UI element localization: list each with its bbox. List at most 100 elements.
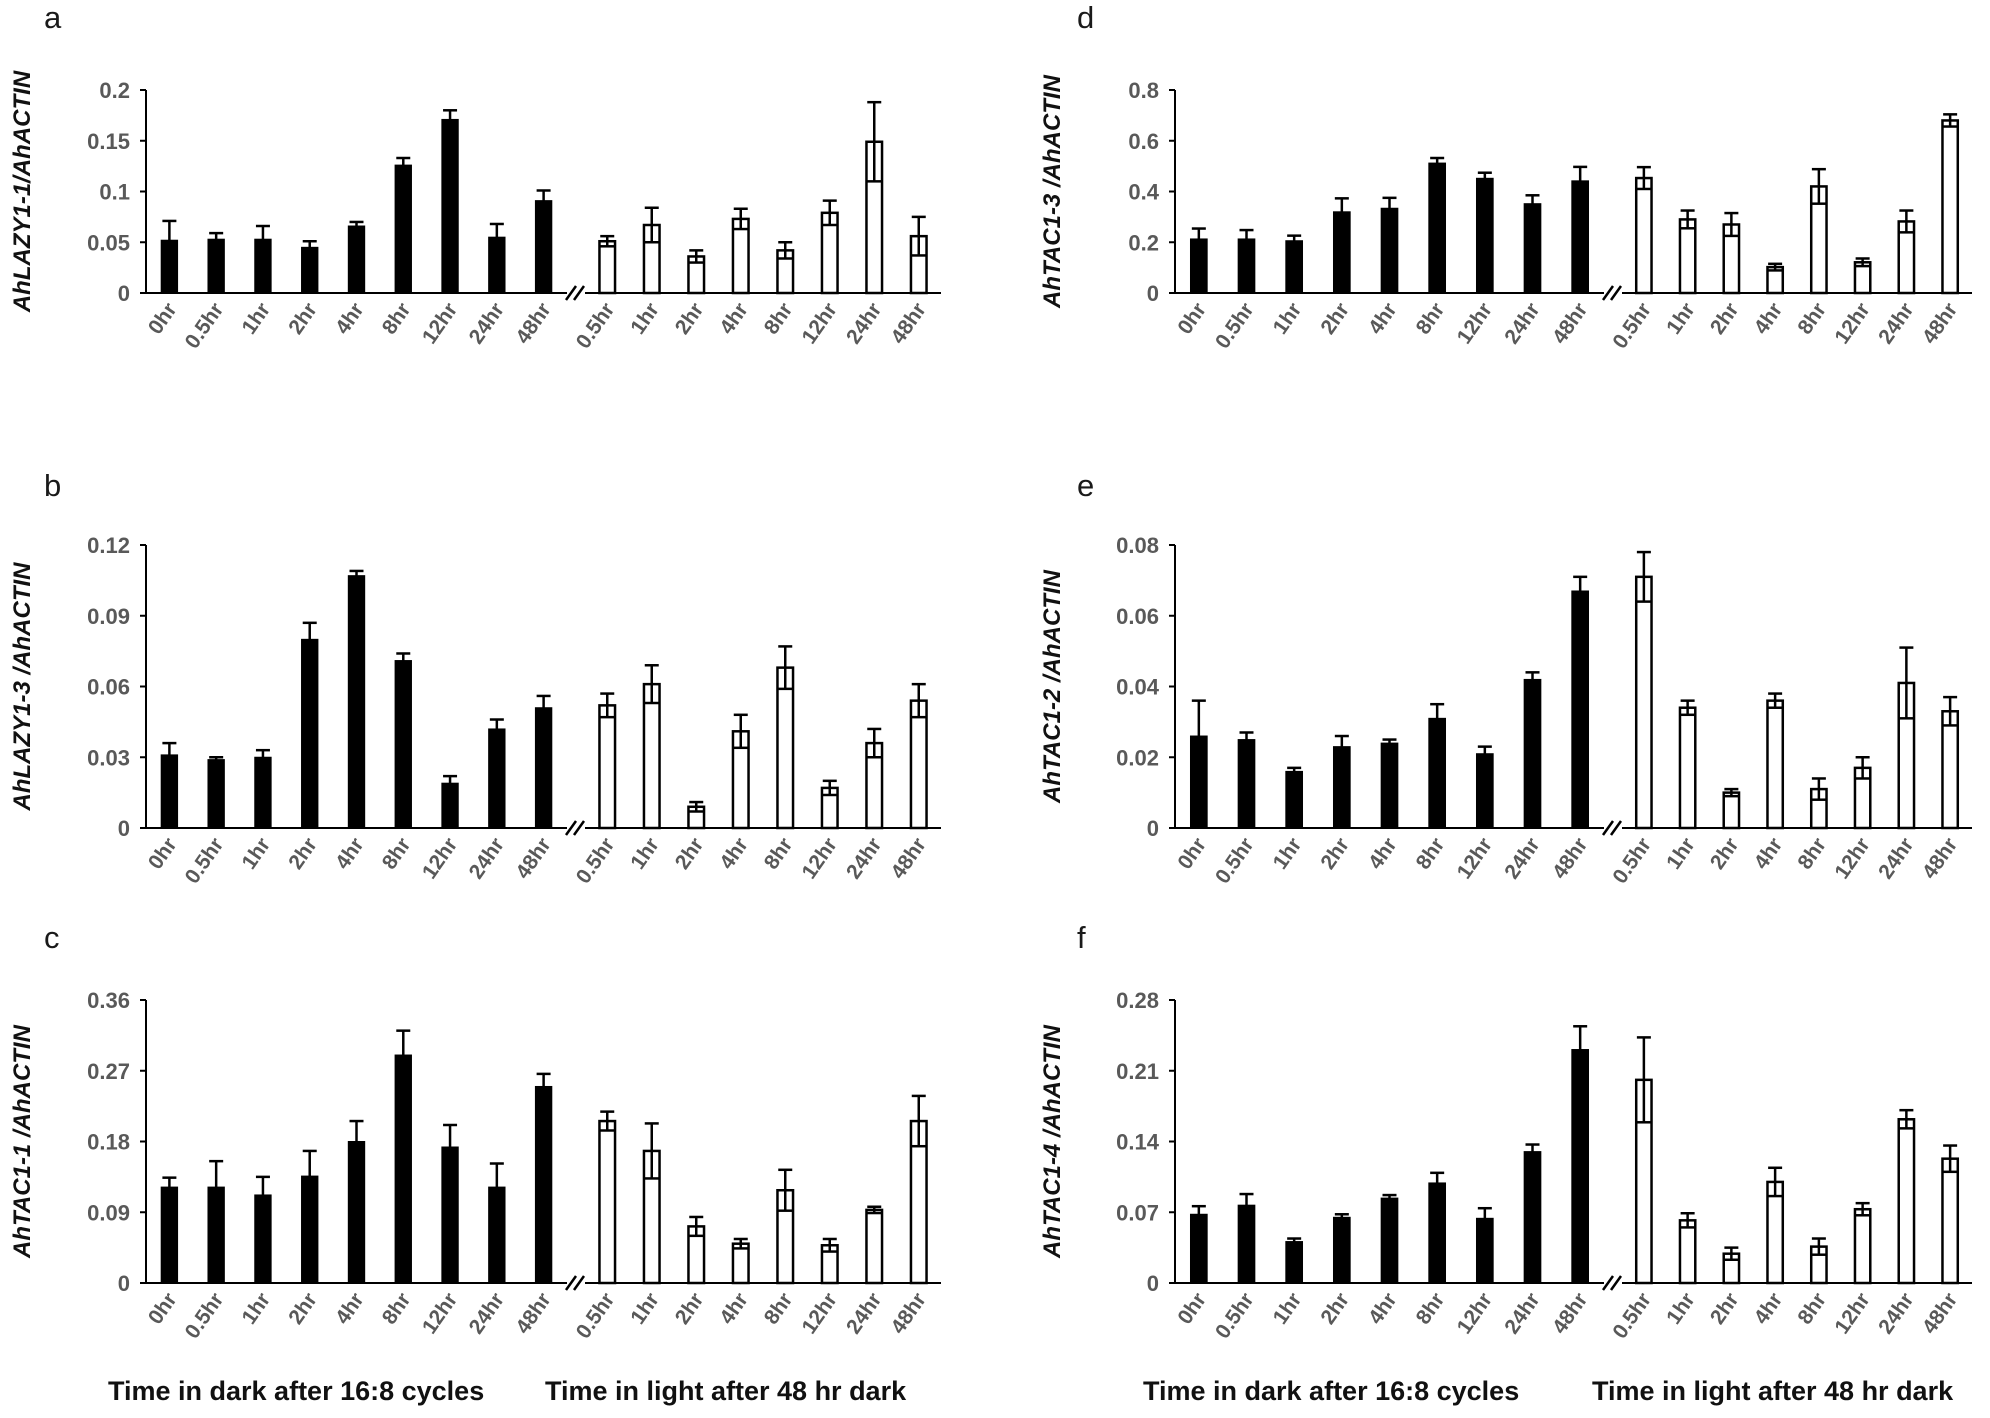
y-tick-label: 0.14 [1116,1130,1160,1155]
bar [207,1186,225,1284]
panel-letter-d: d [1077,0,1095,35]
bar [1853,1207,1872,1285]
bar [254,1194,272,1284]
y-tick-label: 0 [1147,281,1159,306]
y-tick-label: 0.08 [1116,533,1159,558]
x-tick-label: 24hr [1500,1289,1544,1339]
x-tick-label: 4hr [1750,1289,1788,1329]
axis-break-mark [564,285,578,301]
x-tick-label: 12hr [1453,1289,1497,1339]
bar [394,1054,412,1284]
y-axis-label: AhLAZY1-3 /AhACTIN [9,562,36,812]
axis-break-mark [1601,1275,1615,1291]
x-tick-label: 0.5hr [572,299,620,353]
x-tick-label: 4hr [331,299,369,339]
bar [1523,203,1542,294]
x-tick-label: 0.5hr [1211,1289,1259,1343]
bar [1189,238,1208,294]
x-tick-label: 0.5hr [181,834,229,888]
y-tick-label: 0 [1147,1271,1159,1296]
bar [1475,1217,1494,1284]
bar [1285,1241,1304,1284]
x-tick-label: 0hr [144,1289,182,1329]
bar [1523,678,1542,829]
bar [534,1085,553,1284]
bar [347,1141,366,1284]
x-tick-label: 2hr [671,834,709,874]
axis-break-mark [1609,1275,1623,1291]
x-tick-label: 2hr [1706,299,1744,339]
x-tick-label: 0.5hr [181,1289,229,1343]
x-tick-label: 24hr [1874,834,1918,884]
x-tick-label: 12hr [1830,1289,1874,1339]
bar [1678,706,1697,830]
x-tick-label: 0hr [144,834,182,874]
x-tick-label: 1hr [1269,299,1307,339]
x-tick-label: 48hr [1918,834,1962,884]
x-tick-label: 12hr [418,299,462,349]
bar [207,759,225,829]
bar [1332,211,1351,294]
bar [394,660,412,829]
axis-break-mark [564,1275,578,1291]
x-tick-label: 12hr [798,1289,842,1339]
y-tick-label: 0.18 [87,1130,130,1155]
x-tick-label: 12hr [418,1289,462,1339]
bar [160,239,179,294]
x-tick-label: 48hr [511,834,555,884]
bar [642,682,661,830]
bar [1523,1151,1542,1284]
bar [301,246,319,294]
x-tick-label: 8hr [760,299,798,339]
x-tick-label: 12hr [1453,299,1497,349]
x-tick-label: 1hr [626,1289,664,1329]
bar [1332,746,1351,829]
x-tick-label: 8hr [760,834,798,874]
x-tick-label: 8hr [378,1289,416,1329]
bar [1380,207,1399,294]
x-tick-label: 24hr [1500,299,1544,349]
x-tick-label: 4hr [715,299,753,339]
x-tick-label: 1hr [626,299,664,339]
x-tick-label: 24hr [1874,299,1918,349]
x-tick-label: 48hr [1548,1289,1592,1339]
x-tick-label: 1hr [626,834,664,874]
x-tick-label: 2hr [671,1289,709,1329]
x-tick-label: 1hr [1269,834,1307,874]
xcaption-right-dark: Time in dark after 16:8 cycles [1143,1376,1520,1406]
panel-letter-f: f [1077,920,1086,955]
bar [1897,1118,1916,1285]
x-tick-label: 4hr [331,1289,369,1329]
y-tick-label: 0.36 [87,988,130,1013]
x-tick-label: 0.5hr [1211,299,1259,353]
y-axis-label: AhTAC1-3 /AhACTIN [1039,74,1066,309]
x-tick-label: 4hr [1364,834,1402,874]
bar [1941,710,1960,830]
y-tick-label: 0.09 [87,1200,130,1225]
bar [301,638,319,829]
x-tick-label: 0.5hr [181,299,229,353]
y-tick-label: 0.8 [1128,78,1159,103]
x-tick-label: 8hr [378,299,416,339]
x-tick-label: 4hr [331,834,369,874]
x-tick-label: 8hr [378,834,416,874]
x-tick-label: 0.5hr [572,1289,620,1343]
bar [1678,1219,1697,1285]
axis-break-mark [1609,820,1623,836]
x-tick-label: 8hr [1412,1289,1450,1329]
bar [1189,735,1208,829]
bar [1941,1157,1960,1285]
x-tick-label: 0hr [1173,834,1211,874]
x-tick-label: 4hr [1750,299,1788,339]
axis-break-mark [572,285,586,301]
x-tick-label: 48hr [511,1289,555,1339]
panel-letter-e: e [1077,468,1095,503]
xcaption-left-light: Time in light after 48 hr dark [545,1376,907,1406]
bar [1634,176,1653,295]
x-tick-label: 1hr [1662,1289,1700,1329]
